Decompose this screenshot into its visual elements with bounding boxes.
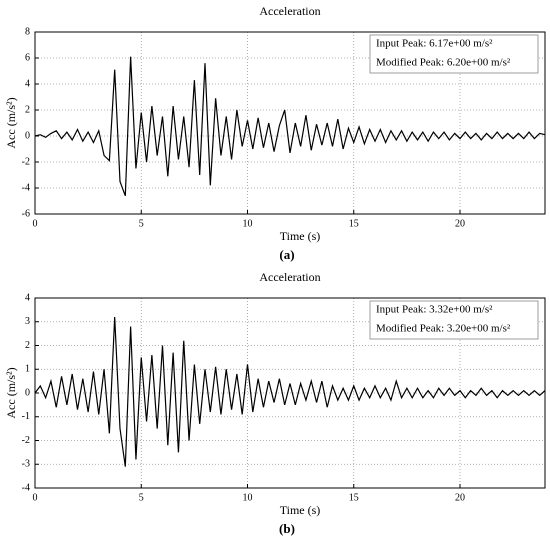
data-line xyxy=(34,56,546,197)
x-tick-label: 15 xyxy=(349,492,359,503)
x-tick-label: 5 xyxy=(139,492,144,503)
x-tick-label: 0 xyxy=(33,218,38,229)
y-tick-label: 3 xyxy=(25,316,30,327)
y-tick-label: 8 xyxy=(25,26,30,37)
y-tick-label: 0 xyxy=(25,387,30,398)
plot-frame xyxy=(34,31,546,215)
y-tick-label: 4 xyxy=(25,292,30,303)
y-tick-label: 2 xyxy=(25,104,30,115)
y-tick-label: -4 xyxy=(22,182,30,193)
x-tick-label: 15 xyxy=(349,218,359,229)
annotation: Input Peak: 6.17e+00 m/s² xyxy=(376,38,493,50)
annotation: Modified Peak: 3.20e+00 m/s² xyxy=(376,323,511,335)
y-tick-label: 0 xyxy=(25,130,30,141)
x-tick-label: 5 xyxy=(139,218,144,229)
annotation-box xyxy=(369,300,539,340)
y-tick-label: 2 xyxy=(25,340,30,351)
x-tick-label: 10 xyxy=(243,218,253,229)
caption: (a) xyxy=(279,247,294,262)
x-tick-label: 20 xyxy=(455,492,465,503)
y-axis-label: Acc (m/s²) xyxy=(4,97,18,148)
y-tick-label: 6 xyxy=(25,52,30,63)
plot-frame xyxy=(34,297,546,489)
y-tick-label: -1 xyxy=(22,411,30,422)
x-axis-label: Time (s) xyxy=(280,503,321,517)
annotation: Modified Peak: 6.20e+00 m/s² xyxy=(376,57,511,69)
annotation: Input Peak: 3.32e+00 m/s² xyxy=(376,304,493,316)
y-tick-label: -2 xyxy=(22,156,30,167)
x-tick-label: 20 xyxy=(455,218,465,229)
y-axis-label: Acc (m/s²) xyxy=(4,367,18,418)
annotation-box xyxy=(369,34,539,74)
chart-title: Acceleration xyxy=(259,270,320,284)
chart-title: Acceleration xyxy=(259,4,320,18)
x-axis-label: Time (s) xyxy=(280,229,321,243)
y-tick-label: -3 xyxy=(22,459,30,470)
y-tick-label: -4 xyxy=(22,482,30,493)
x-tick-label: 0 xyxy=(33,492,38,503)
y-tick-label: -6 xyxy=(22,208,30,219)
y-tick-label: 1 xyxy=(25,364,30,375)
y-tick-label: -2 xyxy=(22,435,30,446)
x-tick-label: 10 xyxy=(243,492,253,503)
data-line xyxy=(34,316,546,467)
y-tick-label: 4 xyxy=(25,78,30,89)
caption: (b) xyxy=(279,521,295,536)
